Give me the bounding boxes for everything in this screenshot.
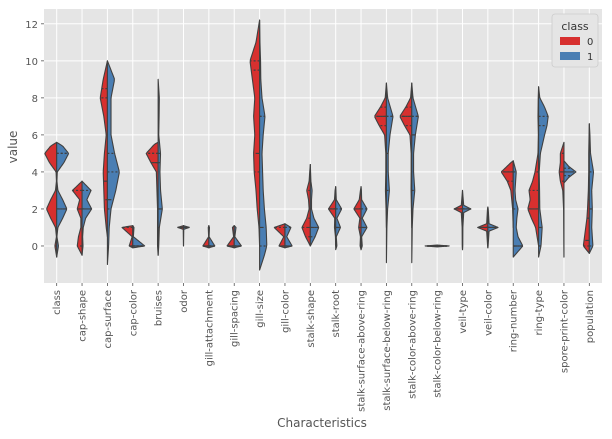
violin-population [582,123,595,254]
x-tick-label: bruises [154,290,165,326]
legend-swatch-1 [560,52,580,60]
violin-half-class-0 [121,225,134,249]
violin-half-class-0 [226,225,235,249]
x-axis-label: Characteristics [277,416,367,430]
x-axis-ticks: class cap-shape cap-surface cap-color bruise… [52,283,596,412]
y-tick-label: 6 [32,131,38,142]
violin-stalk-surface-above-ring [353,186,368,251]
violin-half-class-1 [588,123,595,254]
x-tick-label: gill-color [280,289,291,333]
legend: class 0 1 [551,13,599,68]
violin-half-class-0 [353,186,362,251]
violin-half-class-0 [273,223,286,249]
legend-label-0: 0 [587,37,593,48]
plot-area [44,9,602,283]
x-tick-label: class [52,290,63,315]
violin-half-class-0 [44,141,58,258]
violin-cap-surface [99,60,120,266]
x-tick-label: population [585,290,596,343]
y-tick-label: 8 [32,94,38,105]
violin-half-class-1 [538,86,549,258]
x-tick-label: stalk-color-below-ring [433,290,444,398]
violin-half-class-1 [132,225,146,249]
y-tick-label: 0 [32,242,38,253]
x-tick-label: cap-surface [103,290,114,349]
violin-veil-type [453,189,472,251]
violin-odor [177,225,190,247]
y-axis-ticks: 0 2 4 6 8 10 12 [25,20,44,253]
y-tick-label: 4 [32,168,38,179]
x-tick-label: gill-attachment [204,290,215,366]
violin-bruises [145,78,163,256]
legend-label-1: 1 [587,52,593,63]
violin-spore-print-color [558,141,577,258]
legend-title: class [561,20,589,33]
violin-half-class-0 [99,60,108,238]
violin-stalk-shape [301,163,320,247]
x-tick-label: stalk-shape [306,290,317,348]
violin-ring-number [500,160,524,258]
violin-half-class-1 [56,141,70,258]
violin-half-class-1 [233,225,242,249]
y-tick-label: 12 [25,20,38,31]
violin-half-class-1 [335,186,343,251]
x-tick-label: veil-color [483,289,494,336]
violin-class [44,141,70,258]
violin-half-class-1 [360,186,368,251]
violin-stalk-color-above-ring [399,82,419,264]
violin-half-class-1 [106,60,120,266]
violin-half-class-0 [249,19,261,247]
violin-half-class-1 [259,19,268,271]
violin-half-class-1 [385,82,394,264]
violin-half-class-1 [208,225,216,249]
x-tick-label: ring-number [509,289,520,352]
x-tick-label: veil-type [458,290,469,334]
y-tick-label: 10 [25,57,38,68]
x-tick-label: cap-shape [78,290,89,342]
x-tick-label: stalk-surface-below-ring [382,290,393,411]
violin-cap-color [121,225,146,249]
x-tick-label: odor [179,289,190,313]
violin-stalk-root [327,186,343,251]
x-tick-label: stalk-color-above-ring [407,290,418,399]
x-tick-label: gill-size [255,290,266,328]
violin-veil-color [477,206,499,249]
violin-stalk-color-below-ring [424,244,450,248]
violin-gill-color [273,223,293,249]
violin-gill-spacing [226,225,242,249]
legend-swatch-0 [560,37,580,45]
x-tick-label: stalk-root [331,290,342,338]
y-axis-label: value [6,131,20,164]
violin-half-class-1 [461,189,472,251]
x-tick-label: stalk-surface-above-ring [357,290,368,412]
x-tick-label: gill-spacing [230,290,241,347]
violins [44,19,595,271]
x-tick-label: spore-print-color [559,289,570,373]
violin-cap-shape [71,180,93,256]
violin-stalk-surface-below-ring [374,82,394,264]
x-tick-label: cap-color [128,289,139,336]
x-tick-label: ring-type [534,290,545,336]
y-tick-label: 2 [32,205,38,216]
violin-half-class-0 [301,163,311,247]
violin-gill-size [249,19,268,271]
violin-half-class-0 [558,141,565,258]
violin-half-class-0 [71,180,83,256]
violin-half-class-1 [157,78,163,256]
violin-half-class-1 [81,180,93,256]
violin-half-class-1 [309,163,320,247]
violin-ring-type [527,86,549,258]
violin-gill-attachment [202,225,216,249]
violin-half-class-1 [411,82,419,264]
